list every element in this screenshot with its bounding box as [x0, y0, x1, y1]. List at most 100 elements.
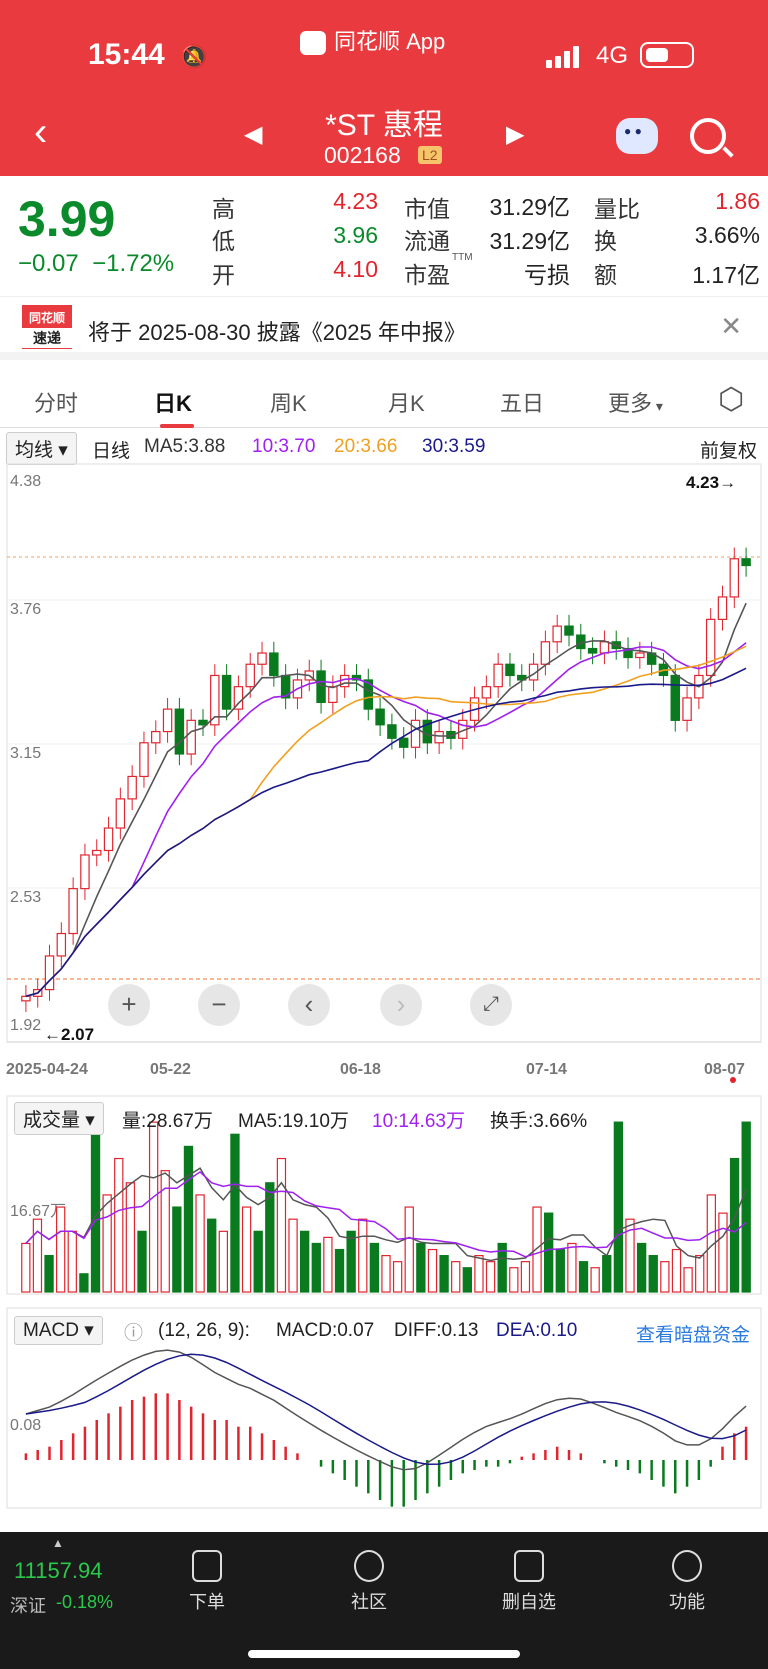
volume-bar — [602, 1254, 612, 1293]
candle-body — [493, 663, 503, 688]
notice-banner[interactable]: 同花顺 速递 将于 2025-08-30 披露《2025 年中报》 ✕ — [0, 296, 768, 360]
vol-ratio-label: 量比 — [594, 196, 640, 222]
menu-icon — [672, 1550, 702, 1582]
stock-code: 002168 — [324, 142, 401, 168]
settings-hexagon-icon[interactable]: ⬡ — [718, 383, 745, 416]
vol-ratio-value: 1.86 — [715, 188, 760, 214]
low-value: 3.96 — [333, 222, 378, 248]
candle-body — [80, 854, 90, 890]
volume-bar — [543, 1212, 554, 1293]
ma20-line — [25, 645, 747, 998]
candle-body — [599, 641, 610, 654]
kline-frame — [6, 463, 762, 1043]
volume-bar — [311, 1242, 321, 1293]
volume-bar — [439, 1254, 449, 1293]
turnover-value: 3.66% — [694, 222, 760, 248]
active-tab-indicator — [160, 424, 194, 428]
volume-bar — [474, 1254, 484, 1293]
candle-body — [198, 719, 208, 726]
ma10-line — [25, 642, 747, 998]
zoom-in-button[interactable]: + — [108, 984, 150, 1026]
tab-weekly[interactable]: 周K — [270, 391, 307, 416]
tab-daily[interactable]: 日K — [154, 391, 192, 416]
mcap-value: 31.29亿 — [489, 194, 570, 220]
y-tick-1: 3.76 — [10, 601, 41, 618]
high-marker: 4.23→ — [686, 473, 736, 492]
index-value[interactable]: 11157.94 — [14, 1558, 103, 1583]
candle-body — [233, 686, 244, 710]
zoom-out-button[interactable]: − — [198, 984, 240, 1026]
notice-logo-bottom: 速递 — [22, 328, 72, 348]
close-icon[interactable]: ✕ — [720, 311, 742, 341]
volume-bar — [218, 1230, 228, 1293]
candles-group — [21, 547, 751, 1013]
fullscreen-icon[interactable]: ⤢ — [470, 984, 512, 1026]
prev-stock-icon[interactable]: ◀ — [244, 121, 263, 148]
tab-monthly[interactable]: 月K — [388, 391, 425, 416]
search-icon[interactable] — [690, 118, 726, 154]
volume-bar — [55, 1206, 66, 1293]
ma10-value: 10:3.70 — [252, 436, 316, 457]
candle-body — [316, 670, 326, 703]
amount-value: 1.17亿 — [692, 262, 760, 288]
status-app: 同花顺 App — [300, 24, 445, 56]
next-stock-icon[interactable]: ▶ — [506, 121, 525, 148]
volume-bar — [381, 1254, 391, 1293]
nav-functions[interactable]: 功能 — [642, 1542, 732, 1614]
dark-pool-link[interactable]: 查看暗盘资金 — [636, 1325, 751, 1346]
ma20-value: 20:3.66 — [334, 436, 398, 457]
mute-bell-icon: 🔕 — [180, 44, 208, 69]
stock-name: *ST 惠程 — [325, 109, 443, 142]
adjust-mode[interactable]: 前复权 — [700, 441, 758, 462]
nav-community[interactable]: 社区 — [324, 1542, 414, 1614]
candle-body — [635, 652, 645, 659]
candle-body — [729, 558, 740, 598]
scroll-left-button[interactable]: ‹ — [288, 984, 330, 1026]
last-price: 3.99 — [18, 191, 116, 247]
candle-body — [375, 708, 385, 726]
assistant-robot-icon[interactable] — [616, 118, 658, 154]
nav-order-label: 下单 — [189, 1592, 225, 1612]
candle-body — [44, 955, 55, 991]
home-indicator[interactable] — [248, 1650, 520, 1658]
candle-body — [705, 618, 716, 677]
candle-body — [410, 719, 421, 748]
candle-body — [623, 647, 633, 659]
ma30-line — [25, 667, 747, 998]
volume-bar — [532, 1206, 542, 1293]
volume-bar — [671, 1248, 682, 1293]
nav-order[interactable]: 下单 — [162, 1542, 252, 1614]
volume-bar — [79, 1273, 89, 1293]
back-icon[interactable]: ‹ — [34, 110, 48, 154]
network-type: 4G — [596, 42, 629, 69]
ma-lines-group — [25, 602, 747, 998]
tab-intraday[interactable]: 分时 — [34, 391, 79, 416]
help-icon[interactable]: ⓘ — [124, 1323, 144, 1344]
macd-selector-label: MACD — [23, 1320, 79, 1341]
scroll-right-button[interactable]: › — [380, 984, 422, 1026]
caret-up-icon: ▲ — [52, 1536, 64, 1550]
tab-more[interactable]: 更多 ▾ — [608, 386, 663, 418]
kline-grid — [7, 599, 761, 889]
candle-body — [481, 686, 492, 699]
level2-badge: L2 — [418, 146, 442, 164]
volume-legend: 成交量 ▾ 量:28.67万 MA5:19.10万 10:14.63万 换手:3… — [14, 1102, 764, 1135]
volume-bar — [683, 1267, 693, 1293]
macd-value: MACD:0.07 — [276, 1320, 375, 1341]
chart-area: 4.38 3.76 3.15 2.53 1.92 4.23→ ←2.07 202… — [6, 463, 762, 1509]
tab-five-day[interactable]: 五日 — [500, 391, 545, 416]
app-icon — [300, 31, 326, 56]
vol-y-tick: 16.67万 — [10, 1203, 66, 1220]
volume-selector[interactable]: 成交量 ▾ — [14, 1102, 104, 1135]
turnover-label: 换 — [594, 228, 617, 254]
notice-logo-top: 同花顺 — [28, 311, 65, 325]
macd-selector[interactable]: MACD ▾ — [14, 1316, 103, 1345]
candle-body — [186, 719, 196, 755]
nav-remove-watchlist[interactable]: 删自选 — [484, 1542, 574, 1614]
signal-icon — [546, 46, 582, 68]
y-tick-0: 4.38 — [10, 473, 41, 490]
nav-remove-label: 删自选 — [502, 1592, 556, 1612]
volume-bar — [102, 1194, 112, 1293]
volume-bar — [648, 1254, 658, 1293]
y-tick-2: 3.15 — [10, 745, 41, 762]
